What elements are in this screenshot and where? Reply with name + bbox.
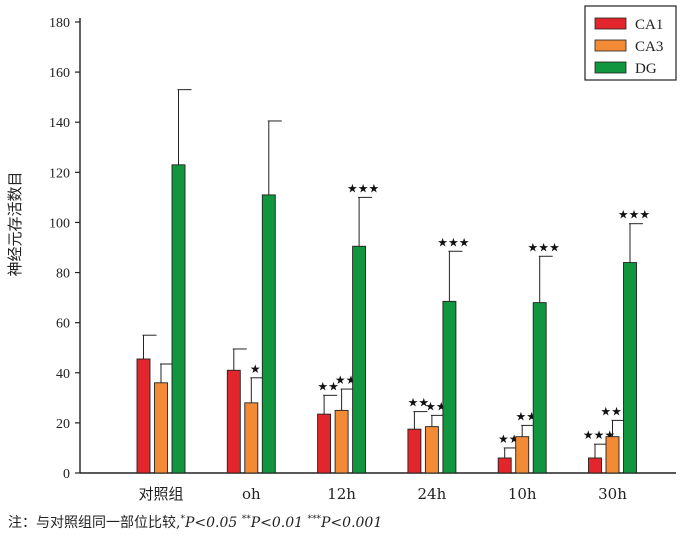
significance-marker: ★★★ — [528, 240, 560, 254]
x-tick-label: oh — [242, 485, 261, 503]
x-tick-label: 30h — [598, 485, 627, 503]
y-tick-label: 100 — [49, 216, 70, 231]
chart-legend: CA1 CA3 DG — [584, 5, 677, 81]
bar — [226, 369, 241, 474]
footnote-p2: P<0.01 — [250, 515, 304, 531]
footnote-p3: P<0.001 — [321, 515, 383, 531]
significance-marker: ★★ — [317, 379, 339, 393]
bar — [532, 302, 547, 474]
significance-marker: ★★ — [498, 432, 520, 446]
x-tick-label: 10h — [508, 485, 537, 503]
legend-label: DG — [635, 61, 657, 77]
bar — [442, 300, 457, 474]
legend-swatch — [594, 61, 627, 74]
footnote-prefix: 注：与对照组同一部位比较, — [8, 515, 181, 531]
bar — [334, 409, 349, 474]
y-tick-label: 80 — [56, 267, 70, 282]
bar — [623, 262, 637, 474]
bar — [515, 436, 530, 474]
bar — [154, 382, 168, 474]
legend-swatch — [594, 39, 627, 52]
bar — [407, 428, 422, 474]
y-axis-label: 神经元存活数目 — [6, 171, 24, 276]
significance-marker: ★★★ — [437, 235, 469, 249]
bar — [497, 457, 512, 474]
significance-marker: ★ — [250, 362, 261, 376]
y-tick-label: 160 — [49, 66, 70, 81]
significance-marker: ★★ — [335, 373, 357, 387]
bar — [588, 457, 602, 474]
significance-marker: ★★★ — [618, 208, 650, 222]
y-tick-label: 40 — [56, 367, 70, 382]
bar — [352, 245, 367, 474]
footnote: 注：与对照组同一部位比较,*P<0.05 **P<0.01 ***P<0.001 — [8, 512, 382, 532]
x-tick-label: 对照组 — [138, 485, 183, 503]
footnote-star-1: * — [180, 514, 185, 525]
bar — [317, 413, 332, 474]
bar — [244, 402, 259, 474]
bar — [424, 426, 439, 474]
y-tick-label: 140 — [49, 116, 70, 131]
footnote-p1: P<0.05 — [184, 515, 238, 531]
legend-swatch — [594, 17, 627, 30]
y-tick-label: 120 — [49, 166, 70, 181]
bar — [261, 194, 276, 474]
legend-label: CA3 — [635, 39, 663, 55]
significance-marker: ★★ — [425, 399, 447, 413]
x-tick-label: 24h — [418, 485, 447, 503]
legend-label: CA1 — [635, 17, 663, 33]
y-tick-label: 0 — [63, 467, 70, 482]
significance-marker: ★★ — [515, 409, 537, 423]
footnote-star-3: *** — [307, 514, 322, 525]
bar-chart: 0 20 40 60 80 100 120 140 160 180 对照组 oh 12h 24h 10h 30… — [6, 5, 677, 503]
bar — [605, 436, 620, 474]
bar — [136, 358, 151, 474]
bar — [171, 164, 186, 474]
significance-marker: ★★★ — [347, 181, 379, 195]
chart-bars: ★★★★★★★★★★★★★★★★★★★★★★★★★★★★★★★ — [136, 89, 650, 474]
x-tick-label: 12h — [327, 485, 356, 503]
y-tick-label: 180 — [49, 16, 70, 31]
chart-axes: 0 20 40 60 80 100 120 140 160 180 对照组 oh 12h 24h 10h 30… — [49, 16, 676, 503]
y-tick-label: 60 — [56, 317, 70, 332]
y-tick-label: 20 — [56, 417, 70, 432]
footnote-star-2: ** — [241, 514, 251, 525]
significance-marker: ★★ — [408, 396, 430, 410]
